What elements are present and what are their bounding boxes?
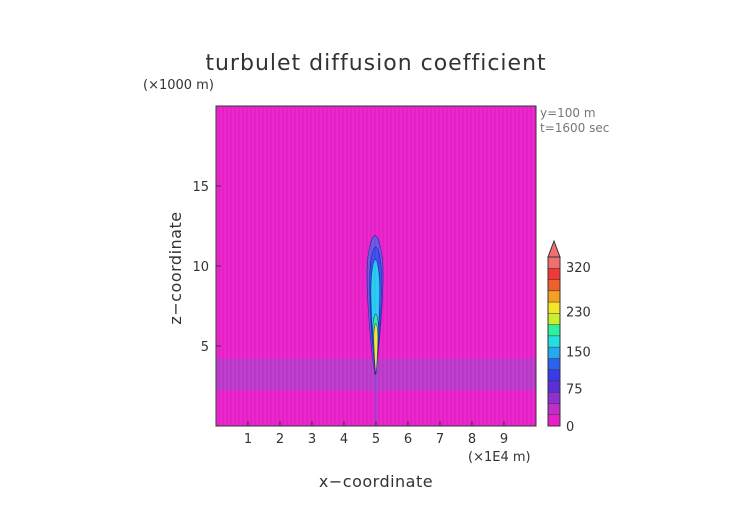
colorbar-swatch: [548, 369, 560, 382]
x-axis-label: x−coordinate: [319, 472, 433, 491]
y-axis-ticks: 5 10 15: [192, 180, 221, 355]
x-tick-label: 3: [308, 432, 316, 447]
colorbar-extend-arrow: [547, 239, 561, 258]
colorbar-label: 75: [566, 383, 583, 398]
colorbar-swatch: [548, 268, 560, 280]
colorbar-swatch: [548, 302, 560, 314]
x-tick-label: 6: [404, 432, 412, 447]
colorbar-swatch: [548, 347, 560, 359]
colorbar-label: 0: [566, 420, 574, 435]
colorbar: [547, 239, 561, 427]
colorbar-label: 230: [566, 306, 591, 321]
colorbar-labels: 0 75 150 230 320: [566, 261, 591, 435]
colorbar-swatch: [548, 335, 560, 348]
colorbar-swatch: [548, 313, 560, 325]
annotation-y-level: y=100 m: [540, 106, 596, 120]
colorbar-label: 320: [566, 261, 591, 276]
colorbar-swatch: [548, 380, 560, 393]
x-tick-label: 7: [436, 432, 444, 447]
x-tick-label: 9: [500, 432, 508, 447]
x-tick-label: 5: [372, 432, 380, 447]
x-tick-label: 1: [244, 432, 252, 447]
y-tick-label: 10: [192, 260, 209, 275]
x-unit-label: (×1E4 m): [468, 450, 531, 465]
y-tick-label: 15: [192, 180, 209, 195]
colorbar-swatch: [548, 392, 560, 404]
colorbar-swatch: [548, 414, 560, 427]
colorbar-swatch: [548, 279, 560, 292]
annotation-time: t=1600 sec: [540, 121, 609, 135]
colorbar-swatch: [548, 257, 560, 269]
x-axis-ticks: 1 2 3 4 5 6 7 8 9: [244, 421, 508, 447]
x-tick-label: 2: [276, 432, 284, 447]
x-tick-label: 8: [468, 432, 476, 447]
colorbar-swatch: [548, 290, 560, 303]
x-tick-label: 4: [340, 432, 348, 447]
y-tick-label: 5: [201, 340, 209, 355]
chart-title: turbulet diffusion coefficient: [205, 51, 546, 76]
colorbar-swatch: [548, 324, 560, 337]
y-unit-label: (×1000 m): [143, 78, 214, 93]
y-axis-label: z−coordinate: [166, 211, 185, 324]
colorbar-swatch: [548, 358, 560, 370]
colorbar-label: 150: [566, 345, 591, 360]
plot-area: [215, 105, 537, 427]
colorbar-swatch: [548, 403, 560, 416]
heatmap-texture: [216, 106, 536, 426]
